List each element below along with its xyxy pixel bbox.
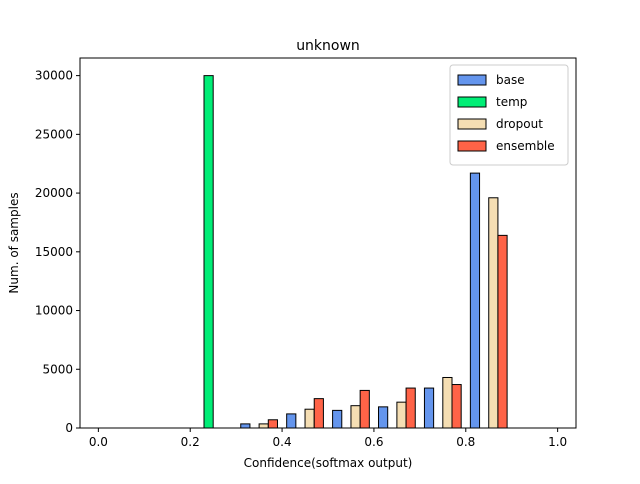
y-tick-label: 30000: [35, 69, 73, 83]
x-tick-label: 0.8: [456, 435, 475, 449]
bar: [405, 387, 416, 429]
legend-label: base: [496, 73, 525, 87]
bar: [267, 419, 278, 429]
x-axis-label: Confidence(softmax output): [244, 456, 413, 470]
bar: [258, 423, 269, 429]
bar: [423, 387, 435, 429]
bar: [396, 401, 407, 429]
legend-swatch: [457, 74, 487, 86]
bar: [304, 408, 315, 429]
legend-box: [449, 64, 569, 166]
legend-swatch: [457, 140, 487, 152]
bar: [203, 75, 214, 429]
y-tick-label: 20000: [35, 186, 73, 200]
chart-title: unknown: [296, 38, 360, 54]
legend-swatch: [457, 118, 487, 130]
legend-label: dropout: [496, 117, 543, 131]
bar: [240, 423, 251, 429]
legend-label: temp: [496, 95, 527, 109]
bar: [469, 172, 481, 429]
bar: [451, 384, 462, 429]
y-tick-label: 15000: [35, 245, 73, 259]
bar: [442, 376, 453, 429]
bar: [313, 398, 324, 429]
legend-label: ensemble: [496, 139, 555, 153]
bar: [378, 406, 389, 429]
bar: [350, 405, 361, 429]
y-tick-label: 25000: [35, 127, 73, 141]
bar: [332, 409, 343, 429]
x-tick-label: 0.4: [273, 435, 292, 449]
plot-frame: [79, 57, 577, 429]
bar: [286, 413, 297, 429]
x-tick-label: 0.6: [364, 435, 383, 449]
y-tick-label: 5000: [42, 362, 73, 376]
y-tick-label: 0: [65, 421, 73, 435]
x-tick-label: 0.2: [181, 435, 200, 449]
bar: [497, 234, 508, 429]
y-tick-label: 10000: [35, 304, 73, 318]
y-axis-label: Num. of samples: [7, 192, 21, 293]
legend-swatch: [457, 96, 487, 108]
x-tick-label: 1.0: [548, 435, 567, 449]
bar: [488, 197, 499, 429]
x-tick-label: 0.0: [89, 435, 108, 449]
bar: [359, 389, 370, 429]
